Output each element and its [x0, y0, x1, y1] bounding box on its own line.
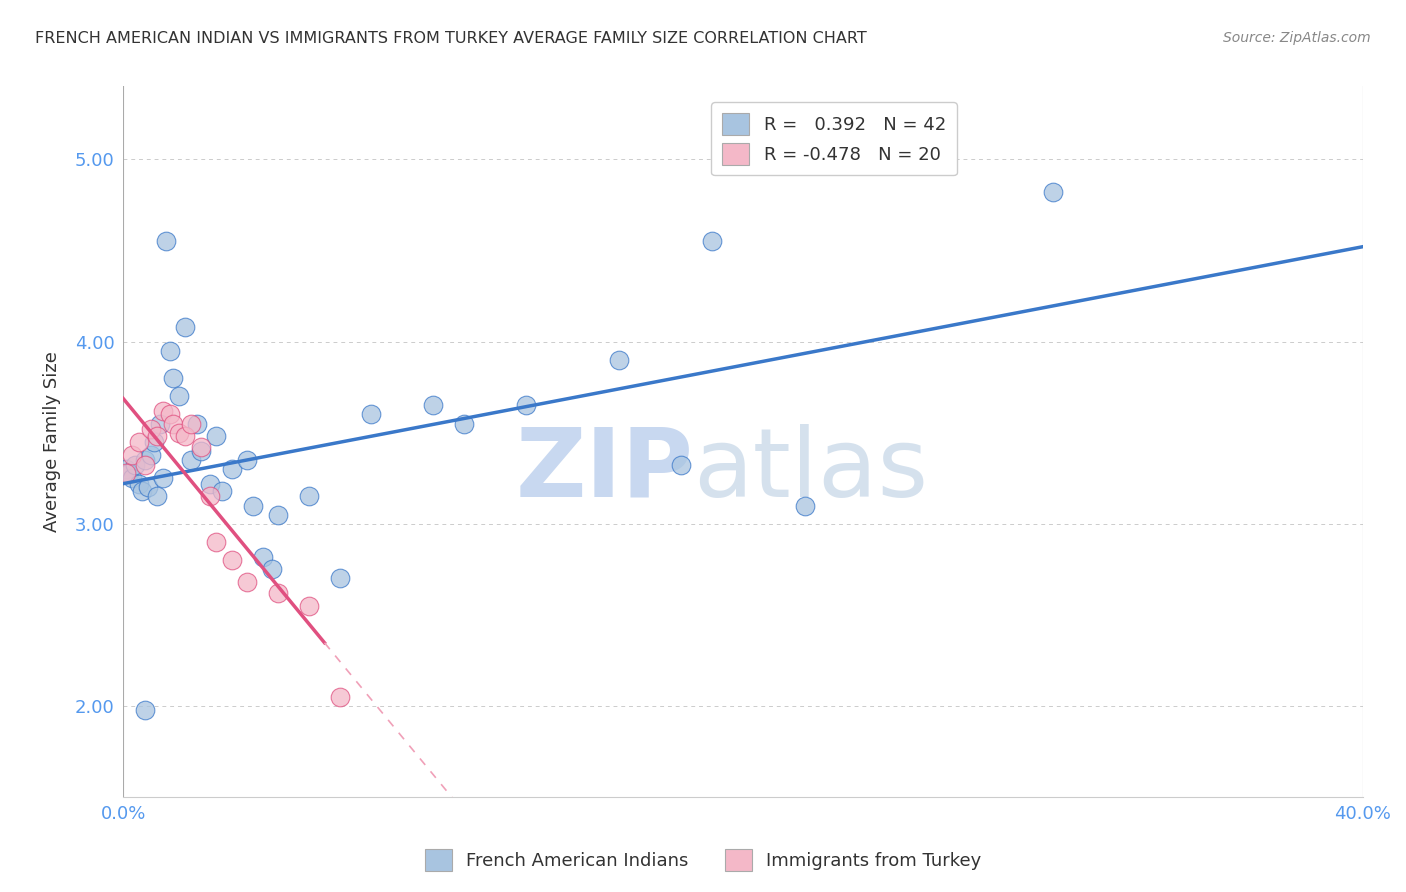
Text: ZIP: ZIP: [516, 424, 693, 516]
Point: [159, 408, 181, 422]
Point: [329, 690, 352, 704]
Point: [174, 320, 197, 334]
Point: [793, 499, 815, 513]
Point: [329, 571, 352, 585]
Point: [134, 453, 156, 467]
Point: [118, 466, 141, 480]
Point: [159, 343, 181, 358]
Point: [669, 458, 692, 473]
Point: [121, 448, 143, 462]
Point: [700, 234, 723, 248]
Point: [143, 434, 166, 449]
Point: [453, 417, 475, 431]
Point: [607, 352, 630, 367]
Point: [242, 499, 264, 513]
Point: [146, 490, 169, 504]
Point: [260, 562, 283, 576]
Point: [128, 476, 150, 491]
Point: [298, 490, 321, 504]
Y-axis label: Average Family Size: Average Family Size: [44, 351, 60, 533]
Point: [152, 471, 174, 485]
Point: [180, 417, 202, 431]
Legend: R =   0.392   N = 42, R = -0.478   N = 20: R = 0.392 N = 42, R = -0.478 N = 20: [711, 103, 957, 176]
Point: [422, 398, 444, 412]
Point: [124, 458, 146, 473]
Point: [360, 408, 382, 422]
Point: [198, 476, 221, 491]
Point: [186, 417, 208, 431]
Point: [136, 480, 159, 494]
Point: [149, 417, 172, 431]
Point: [236, 453, 259, 467]
Point: [139, 422, 162, 436]
Point: [134, 458, 156, 473]
Text: FRENCH AMERICAN INDIAN VS IMMIGRANTS FROM TURKEY AVERAGE FAMILY SIZE CORRELATION: FRENCH AMERICAN INDIAN VS IMMIGRANTS FRO…: [35, 31, 868, 46]
Point: [121, 471, 143, 485]
Point: [267, 508, 290, 522]
Point: [167, 425, 190, 440]
Point: [1042, 185, 1064, 199]
Point: [205, 535, 228, 549]
Point: [131, 483, 153, 498]
Point: [205, 429, 228, 443]
Point: [180, 453, 202, 467]
Point: [128, 434, 150, 449]
Point: [267, 586, 290, 600]
Point: [167, 389, 190, 403]
Point: [152, 404, 174, 418]
Point: [515, 398, 537, 412]
Legend: French American Indians, Immigrants from Turkey: French American Indians, Immigrants from…: [418, 842, 988, 879]
Point: [221, 462, 243, 476]
Point: [162, 417, 184, 431]
Point: [115, 462, 138, 476]
Point: [155, 234, 177, 248]
Point: [174, 429, 197, 443]
Point: [190, 443, 212, 458]
Point: [134, 703, 156, 717]
Point: [198, 490, 221, 504]
Text: atlas: atlas: [693, 424, 928, 516]
Point: [221, 553, 243, 567]
Text: Source: ZipAtlas.com: Source: ZipAtlas.com: [1223, 31, 1371, 45]
Point: [211, 483, 233, 498]
Point: [190, 440, 212, 454]
Point: [252, 549, 274, 564]
Point: [115, 466, 138, 480]
Point: [298, 599, 321, 613]
Point: [139, 448, 162, 462]
Point: [162, 371, 184, 385]
Point: [236, 575, 259, 590]
Point: [146, 429, 169, 443]
